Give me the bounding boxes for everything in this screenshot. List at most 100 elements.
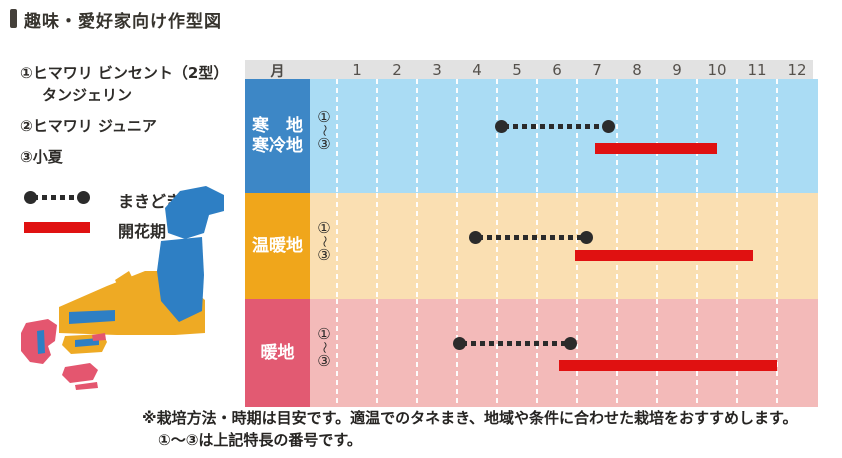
- cold-region-shapes: [37, 186, 224, 354]
- month-gridline: [576, 193, 578, 299]
- marker-tilde: 〜: [317, 124, 332, 137]
- month-gridline: [376, 193, 378, 299]
- month-label: 7: [592, 61, 602, 79]
- month-gridline: [616, 299, 618, 407]
- marker-bottom: ③: [317, 246, 331, 264]
- kyushu-blue-stripe: [37, 330, 45, 354]
- legend-flowering: 開花期: [24, 221, 324, 241]
- month-gridline: [416, 299, 418, 407]
- title-accent-bar: [10, 9, 17, 28]
- legend-sowing: まきどき: [24, 191, 324, 211]
- sowing-dot-icon: [453, 337, 466, 350]
- month-gridline: [736, 193, 738, 299]
- variety-range-marker: ① 〜 ③: [313, 109, 335, 152]
- month-gridline: [416, 193, 418, 299]
- month-header-label: 月: [270, 64, 285, 80]
- region-row: 暖地 ① 〜 ③: [245, 299, 818, 407]
- sowing-line-sample: [24, 191, 90, 204]
- marker-top: ①: [317, 325, 331, 343]
- month-gridline: [536, 299, 538, 407]
- month-label: 12: [787, 61, 807, 79]
- month-gridline: [656, 79, 658, 193]
- page-title: 趣味・愛好家向け作型図: [24, 12, 222, 32]
- marker-tilde: 〜: [317, 235, 332, 248]
- calendar-chart: 月 1 2 3 4 5 6 7 8 9 10 11 12 寒 地寒冷地 ① 〜 ③ 温暖地 ① 〜 ③ 暖地 ① 〜 ③: [245, 60, 818, 407]
- variety-1-name: ①ヒマワリ ビンセント（2型）: [20, 64, 229, 82]
- sowing-dot-icon: [580, 231, 593, 244]
- region-row: 温暖地 ① 〜 ③: [245, 193, 818, 299]
- month-gridline: [736, 79, 738, 193]
- sowing-dot-icon: [495, 120, 508, 133]
- flowering-period-bar: [595, 143, 717, 154]
- sowing-dot-icon: [469, 231, 482, 244]
- region-label-line: 寒冷地: [252, 136, 303, 156]
- month-gridline: [736, 299, 738, 407]
- month-gridline: [336, 193, 338, 299]
- marker-tilde: 〜: [317, 341, 332, 354]
- footnote-line-1: ※栽培方法・時期は目安です。適温でのタネまき、地域や条件に合わせた栽培をおすすめ…: [142, 409, 798, 427]
- variety-1-name-line2: タンジェリン: [42, 86, 133, 104]
- month-gridline: [776, 299, 778, 407]
- month-label: 11: [747, 61, 767, 79]
- region-label: 暖地: [245, 299, 310, 407]
- sowing-dash-icon: [504, 124, 606, 129]
- month-label: 10: [707, 61, 727, 79]
- month-label: 6: [552, 61, 562, 79]
- month-gridline: [576, 79, 578, 193]
- month-gridline: [456, 299, 458, 407]
- month-gridline: [496, 299, 498, 407]
- sowing-dot-icon: [602, 120, 615, 133]
- sowing-dot-icon: [77, 191, 90, 204]
- month-gridline: [496, 79, 498, 193]
- month-gridline: [416, 79, 418, 193]
- legend-sowing-label: まきどき: [118, 192, 182, 211]
- region-row-body: ① 〜 ③: [310, 193, 818, 299]
- month-label: 3: [432, 61, 442, 79]
- month-gridline: [336, 299, 338, 407]
- sowing-dash-icon: [33, 195, 81, 200]
- marker-bottom: ③: [317, 352, 331, 370]
- month-label: 5: [512, 61, 522, 79]
- month-gridline: [536, 193, 538, 299]
- month-label: 2: [392, 61, 402, 79]
- month-gridline: [616, 193, 618, 299]
- region-label-line: 温暖地: [252, 236, 303, 256]
- region-label: 寒 地寒冷地: [245, 79, 310, 193]
- month-gridline: [576, 299, 578, 407]
- flowering-bar-sample: [24, 222, 90, 233]
- month-gridline: [696, 193, 698, 299]
- sowing-dash-icon: [478, 235, 584, 240]
- month-header: 月 1 2 3 4 5 6 7 8 9 10 11 12: [245, 60, 813, 80]
- marker-bottom: ③: [317, 135, 331, 153]
- month-label: 8: [632, 61, 642, 79]
- month-label: 1: [352, 61, 362, 79]
- marker-top: ①: [317, 219, 331, 237]
- month-gridline: [696, 299, 698, 407]
- variety-item-2: ②ヒマワリ ジュニア: [20, 117, 157, 135]
- sowing-period-line: [469, 231, 593, 244]
- sowing-dash-icon: [462, 341, 568, 346]
- flowering-period-bar: [575, 250, 753, 261]
- month-gridline: [616, 79, 618, 193]
- region-label: 温暖地: [245, 193, 310, 299]
- month-gridline: [456, 79, 458, 193]
- month-gridline: [776, 193, 778, 299]
- month-gridline: [696, 79, 698, 193]
- month-gridline: [656, 299, 658, 407]
- variety-item-3: ③小夏: [20, 148, 63, 166]
- footnote-line-2: ①～③は上記特長の番号です。: [158, 431, 362, 449]
- region-label-line: 暖地: [260, 343, 295, 363]
- month-gridline: [336, 79, 338, 193]
- sowing-dot-icon: [24, 191, 37, 204]
- region-row: 寒 地寒冷地 ① 〜 ③: [245, 79, 818, 193]
- month-gridline: [496, 193, 498, 299]
- variety-item-1: ①ヒマワリ ビンセント（2型） タンジェリン: [20, 62, 228, 106]
- region-row-body: ① 〜 ③: [310, 299, 818, 407]
- month-gridline: [376, 299, 378, 407]
- variety-range-marker: ① 〜 ③: [313, 326, 335, 369]
- month-label: 4: [472, 61, 482, 79]
- month-gridline: [376, 79, 378, 193]
- month-gridline: [536, 79, 538, 193]
- variety-list: ①ヒマワリ ビンセント（2型） タンジェリン ②ヒマワリ ジュニア ③小夏: [20, 62, 228, 177]
